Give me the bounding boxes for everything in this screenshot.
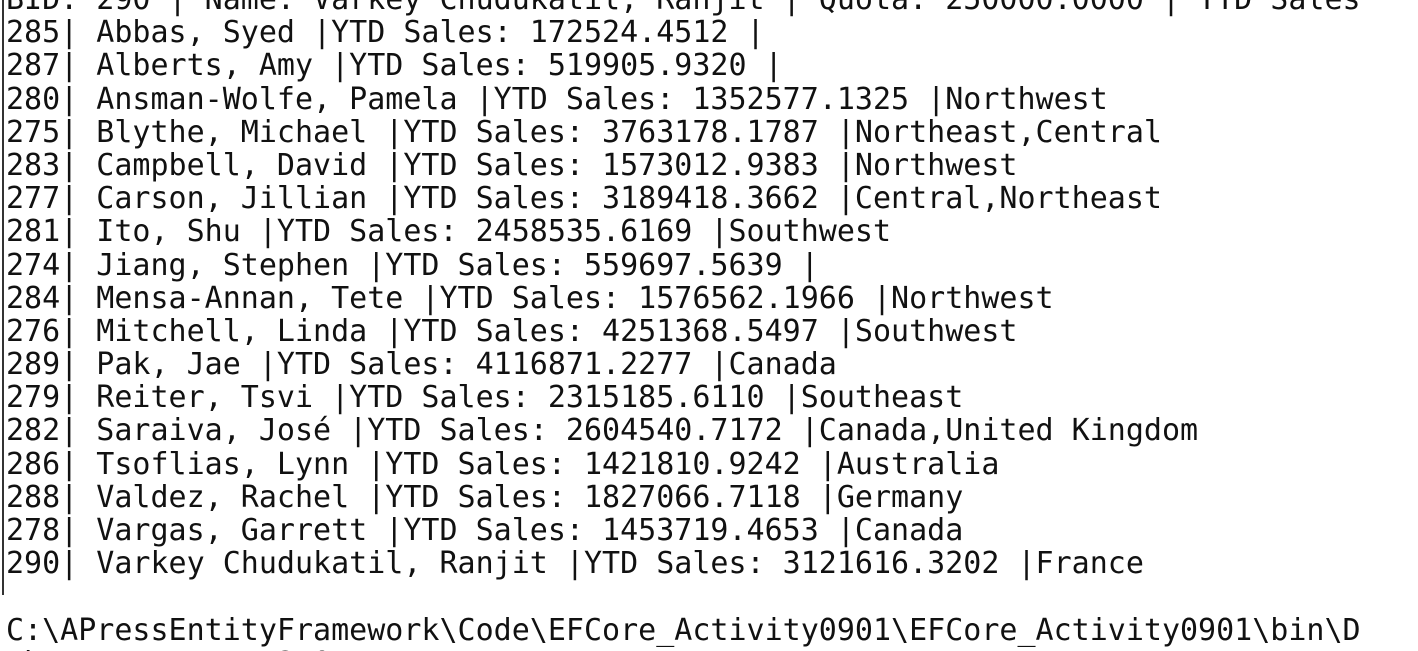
sales-row: 282| Saraiva, José |YTD Sales: 2604540.7…: [6, 413, 1199, 449]
sales-row: 284| Mensa-Annan, Tete |YTD Sales: 15765…: [6, 280, 1054, 316]
console-line-cut-top: BID: 290 | Name: Varkey Chudukatil, Ranj…: [6, 0, 1418, 16]
command-prompt-path: C:\APressEntityFramework\Code\EFCore_Act…: [6, 612, 1361, 648]
command-prompt-continuation: ebug\netcoreapp2.0>: [6, 647, 1418, 651]
sales-row: 275| Blythe, Michael |YTD Sales: 3763178…: [6, 114, 1162, 150]
console-output: BID: 290 | Name: Varkey Chudukatil, Ranj…: [6, 0, 1418, 651]
sales-row: 281| Ito, Shu |YTD Sales: 2458535.6169 |…: [6, 214, 892, 250]
sales-row: 278| Vargas, Garrett |YTD Sales: 1453719…: [6, 513, 964, 548]
sales-row: 276| Mitchell, Linda |YTD Sales: 4251368…: [6, 313, 1018, 349]
sales-row: 277| Carson, Jillian |YTD Sales: 3189418…: [6, 181, 1162, 217]
console-left-border: [2, 0, 4, 595]
sales-row: 283| Campbell, David |YTD Sales: 1573012…: [6, 147, 1018, 183]
blank-line: [6, 580, 1418, 613]
sales-row: 286| Tsoflias, Lynn |YTD Sales: 1421810.…: [6, 446, 1000, 482]
sales-row: 288| Valdez, Rachel |YTD Sales: 1827066.…: [6, 479, 964, 515]
sales-row: 279| Reiter, Tsvi |YTD Sales: 2315185.61…: [6, 380, 964, 416]
sales-row: 285| Abbas, Syed |YTD Sales: 172524.4512…: [6, 15, 765, 51]
sales-row: 290| Varkey Chudukatil, Ranjit |YTD Sale…: [6, 546, 1144, 582]
sales-row: 289| Pak, Jae |YTD Sales: 4116871.2277 |…: [6, 347, 837, 383]
sales-row: 274| Jiang, Stephen |YTD Sales: 559697.5…: [6, 247, 819, 283]
sales-row: 280| Ansman-Wolfe, Pamela |YTD Sales: 13…: [6, 81, 1108, 117]
sales-row: 287| Alberts, Amy |YTD Sales: 519905.932…: [6, 48, 783, 84]
